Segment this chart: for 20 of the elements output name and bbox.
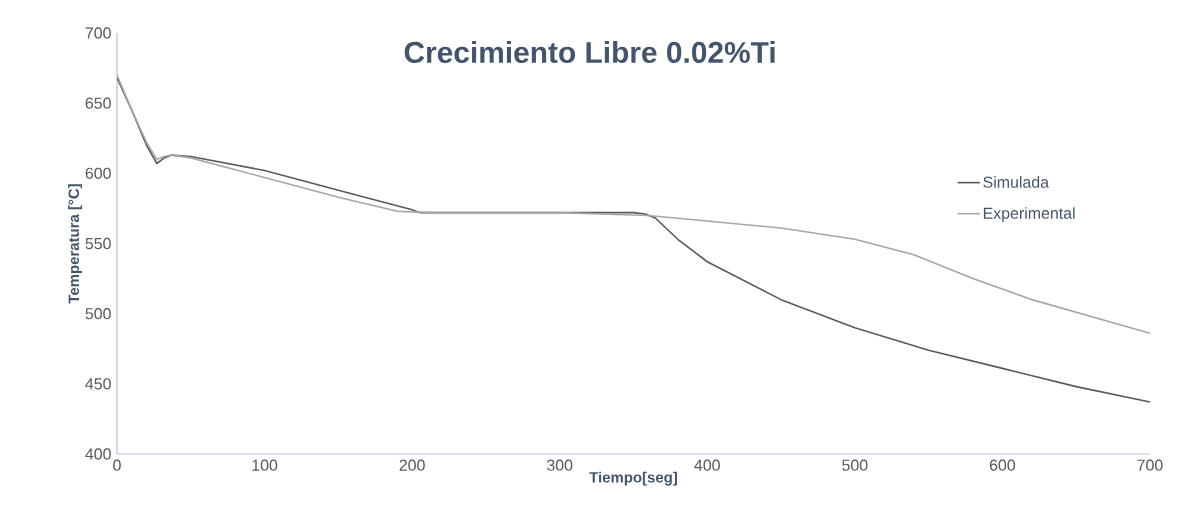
x-tick-label: 0 (113, 459, 121, 471)
x-tick-label: 700 (1137, 459, 1163, 471)
y-axis-title: Temperatura [°C] (68, 184, 83, 304)
y-tick-label: 650 (85, 97, 111, 109)
y-tick-label: 600 (85, 167, 111, 179)
x-tick-label: 300 (547, 459, 573, 471)
y-tick-label: 400 (85, 448, 111, 460)
y-tick-label: 700 (85, 27, 111, 39)
x-tick-label: 400 (694, 459, 720, 471)
y-tick-label: 450 (85, 378, 111, 390)
chart-title: Crecimiento Libre 0.02%Ti (404, 41, 775, 64)
x-tick-label: 500 (842, 459, 868, 471)
y-tick-label: 500 (85, 308, 111, 320)
x-axis-title: Tiempo[seg] (589, 471, 677, 486)
legend-label: Simulada (983, 176, 1050, 188)
legend-label: Experimental (983, 207, 1075, 223)
x-tick-label: 200 (399, 459, 425, 471)
x-tick-label: 600 (989, 459, 1016, 471)
y-tick-label: 550 (85, 237, 111, 250)
x-tick-label: 100 (252, 459, 278, 471)
